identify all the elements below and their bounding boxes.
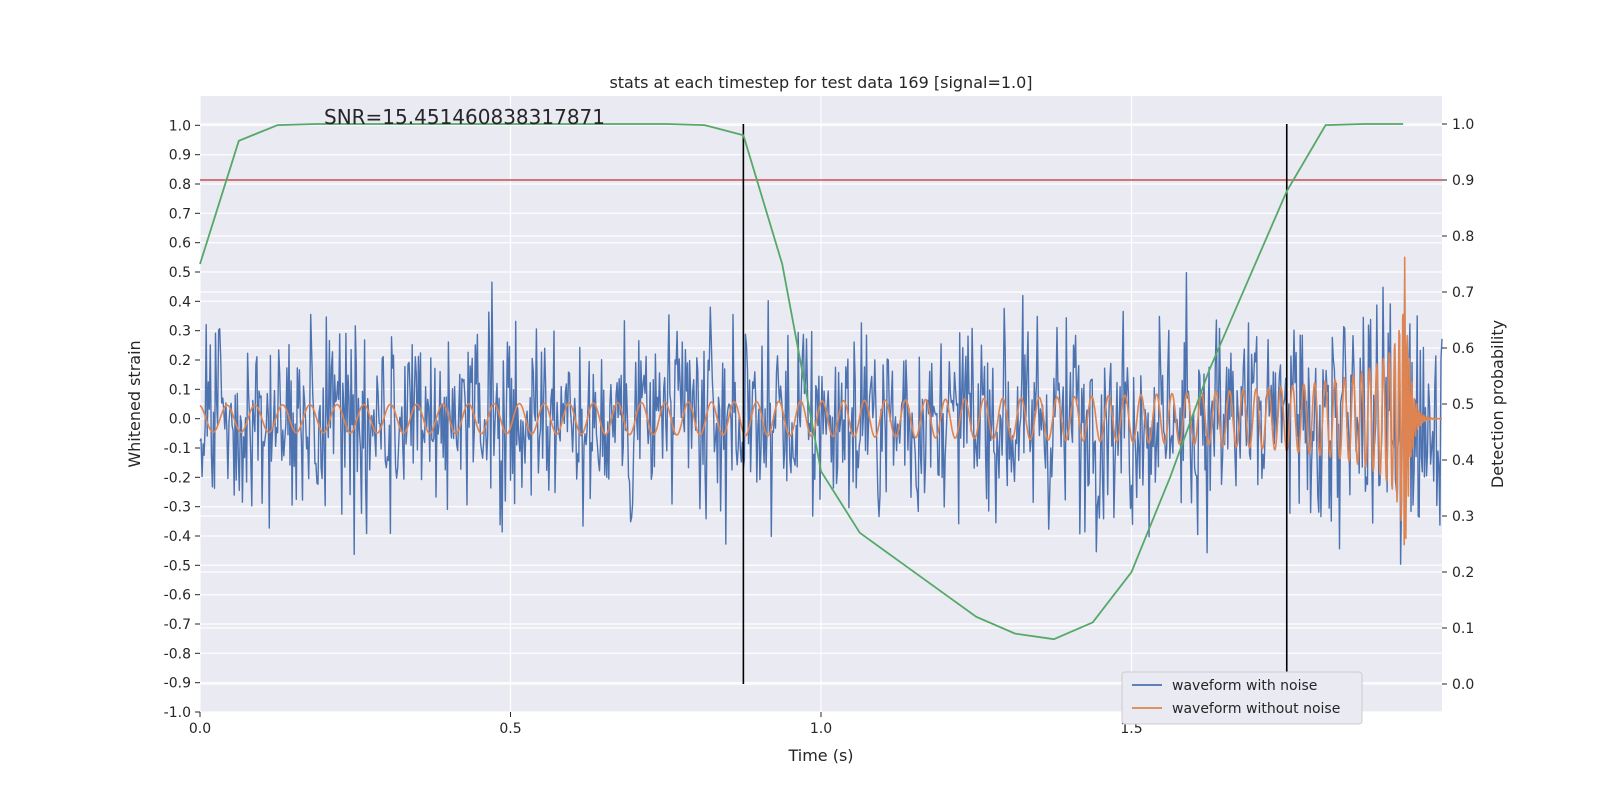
y-right-tick-label: 0.4 — [1452, 453, 1474, 469]
y-left-tick-label: 0.0 — [169, 412, 191, 428]
y-left-tick-label: 0.6 — [169, 236, 191, 252]
y-left-tick-label: 0.7 — [169, 206, 191, 222]
y-right-tick-label: 0.5 — [1452, 397, 1474, 413]
y-axis-label-left: Whitened strain — [125, 340, 144, 467]
chart-title: stats at each timestep for test data 169… — [609, 73, 1032, 92]
y-left-tick-label: 0.8 — [169, 177, 191, 193]
y-left-tick-label: -0.8 — [164, 646, 191, 662]
y-left-tick-label: -0.4 — [164, 529, 191, 545]
y-right-tick-label: 0.9 — [1452, 173, 1474, 189]
x-axis-label: Time (s) — [787, 746, 853, 765]
legend-label-clean: waveform without noise — [1172, 701, 1340, 717]
y-left-tick-label: -0.1 — [164, 441, 191, 457]
y-axis-label-right: Detection probability — [1488, 320, 1507, 488]
y-left-tick-label: 0.9 — [169, 148, 191, 164]
snr-annotation: SNR=15.451460838317871 — [324, 105, 605, 129]
y-left-tick-label: 1.0 — [169, 118, 191, 134]
legend-box — [1121, 671, 1363, 725]
y-left-tick-label: -0.7 — [164, 617, 191, 633]
x-tick-label: 1.5 — [1120, 721, 1142, 737]
y-left-tick-label: -1.0 — [164, 705, 191, 721]
y-right-tick-label: 0.1 — [1452, 621, 1474, 637]
ticks: 0.0 0.5 1.0 1.5 -1.0 -0.9 -0.8 -0.7 -0.6 -0.5 -0.4… — [164, 117, 1475, 737]
y-right-tick-label: 0.2 — [1452, 565, 1474, 581]
y-right-tick-label: 0.3 — [1452, 509, 1474, 525]
y-left-tick-label: 0.1 — [169, 382, 191, 398]
y-left-tick-label: 0.4 — [169, 294, 191, 310]
y-right-tick-label: 0.0 — [1452, 677, 1474, 693]
y-left-tick-label: 0.2 — [169, 353, 191, 369]
detection-probability-line — [199, 123, 1404, 641]
y-right-tick-label: 0.8 — [1452, 229, 1474, 245]
y-left-tick-label: -0.5 — [164, 558, 191, 574]
y-left-tick-label: 0.5 — [169, 265, 191, 281]
y-right-tick-label: 0.6 — [1452, 341, 1474, 357]
y-left-tick-label: -0.2 — [164, 470, 191, 486]
y-left-tick-label: 0.3 — [169, 324, 191, 340]
waveform-without-noise-line — [199, 256, 1443, 546]
y-left-tick-label: -0.9 — [164, 676, 191, 692]
y-left-tick-label: -0.6 — [164, 588, 191, 604]
x-tick-label: 0.5 — [499, 721, 521, 737]
legend: waveform with noise waveform without noi… — [1121, 671, 1363, 725]
x-tick-label: 1.0 — [810, 721, 832, 737]
y-left-tick-label: -0.3 — [164, 500, 191, 516]
traces — [199, 123, 1443, 684]
x-tick-label: 0.0 — [189, 721, 211, 737]
legend-label-noise: waveform with noise — [1172, 678, 1317, 694]
y-right-tick-label: 1.0 — [1452, 117, 1474, 133]
grid — [199, 96, 1442, 713]
y-right-tick-label: 0.7 — [1452, 285, 1474, 301]
